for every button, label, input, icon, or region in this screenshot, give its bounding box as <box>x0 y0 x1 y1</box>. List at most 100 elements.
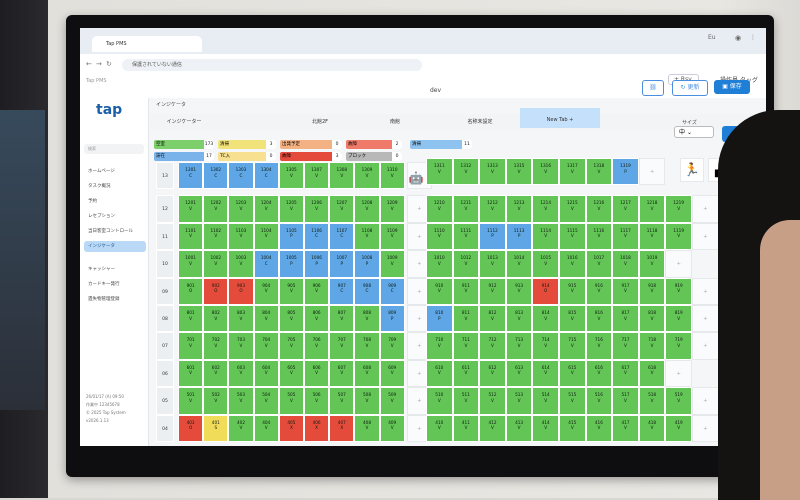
room-cell[interactable]: 410 V <box>426 414 453 442</box>
room-cell[interactable]: 1310 V <box>379 162 405 190</box>
room-cell[interactable]: 1215 V <box>559 195 586 223</box>
room-cell[interactable]: 1316 V <box>532 158 559 186</box>
room-cell[interactable]: 1217 V <box>612 195 639 223</box>
room-cell[interactable]: 807 V <box>329 305 355 333</box>
room-cell[interactable]: 812 V <box>479 305 506 333</box>
room-cell[interactable]: 615 V <box>559 359 586 388</box>
room-cell[interactable]: 718 V <box>638 332 666 360</box>
room-cell[interactable]: 1302 C <box>203 162 229 190</box>
room-cell[interactable]: 708 V <box>354 332 380 360</box>
room-cell[interactable]: 1010 V <box>426 250 453 278</box>
room-cell[interactable]: 506 V <box>304 387 330 415</box>
room-cell[interactable]: 505 V <box>278 387 304 415</box>
room-cell[interactable]: 902 O <box>203 277 229 305</box>
room-cell[interactable]: 502 V <box>203 387 229 415</box>
room-cell[interactable]: 1312 V <box>452 158 480 186</box>
room-cell[interactable]: 1002 V <box>203 250 229 278</box>
room-cell[interactable]: 701 V <box>178 332 204 360</box>
room-cell[interactable]: 805 V <box>278 305 304 333</box>
room-cell[interactable]: 1307 V <box>304 162 330 190</box>
room-cell[interactable]: 811 V <box>452 305 480 333</box>
room-cell[interactable]: 705 V <box>278 332 304 360</box>
room-cell[interactable]: 406 X <box>304 414 330 442</box>
room-cell[interactable]: 411 V <box>452 414 480 442</box>
sidebar-item-keycard[interactable]: カードキー発行 <box>88 282 120 287</box>
tab-indicator[interactable]: インジケーター <box>166 119 202 125</box>
legend-chip[interactable]: 出発予定 0 <box>280 140 342 149</box>
room-cell[interactable]: 1301 C <box>178 162 204 190</box>
sidebar-item-cashier[interactable]: キャッシャー <box>88 267 115 272</box>
sidebar-item-room-control[interactable]: 当日客室コントロール <box>88 229 133 234</box>
room-cell[interactable]: 1107 C <box>329 222 355 251</box>
room-cell[interactable]: 409 V <box>379 414 405 442</box>
sidebar-item-tasks[interactable]: タスク概況 <box>88 184 111 189</box>
room-cell[interactable]: 1209 V <box>379 195 405 223</box>
room-cell[interactable]: 1117 V <box>612 222 639 251</box>
room-cell[interactable]: 1103 V <box>228 222 254 251</box>
add-room-icon[interactable]: + <box>638 158 666 186</box>
room-cell[interactable]: 602 V <box>203 359 229 388</box>
room-cell[interactable]: 1206 V <box>304 195 330 223</box>
room-cell[interactable]: 1119 V <box>665 222 692 251</box>
room-cell[interactable]: 1109 V <box>379 222 405 251</box>
room-cell[interactable]: 509 V <box>379 387 405 415</box>
room-cell[interactable]: 1311 V <box>426 158 453 186</box>
room-cell[interactable]: 1303 C <box>228 162 254 190</box>
browser-tab[interactable]: Tap PMS <box>92 36 202 52</box>
add-room-icon[interactable]: + <box>665 250 692 278</box>
room-cell[interactable]: 919 V <box>665 277 692 305</box>
room-cell[interactable]: 1207 V <box>329 195 355 223</box>
room-cell[interactable]: 1104 V <box>253 222 279 251</box>
room-cell[interactable]: 416 V <box>585 414 613 442</box>
add-room-icon[interactable]: + <box>692 222 719 251</box>
room-cell[interactable]: 1105 P <box>278 222 304 251</box>
room-cell[interactable]: 1111 V <box>452 222 480 251</box>
room-cell[interactable]: 1017 V <box>585 250 613 278</box>
room-cell[interactable]: 1102 V <box>203 222 229 251</box>
legend-chip[interactable]: 清掃 3 <box>218 140 276 149</box>
room-cell[interactable]: 1112 P <box>479 222 506 251</box>
room-cell[interactable]: 906 V <box>304 277 330 305</box>
room-cell[interactable]: 1004 C <box>253 250 279 278</box>
room-cell[interactable]: 515 V <box>559 387 586 415</box>
room-cell[interactable]: 1315 V <box>505 158 533 186</box>
sidebar-item-home[interactable]: ホームページ <box>88 169 115 174</box>
room-cell[interactable]: 1116 V <box>585 222 613 251</box>
room-cell[interactable]: 703 V <box>228 332 254 360</box>
room-cell[interactable]: 611 V <box>452 359 480 388</box>
room-cell[interactable]: 412 V <box>479 414 506 442</box>
room-cell[interactable]: 714 V <box>532 332 559 360</box>
room-cell[interactable]: 604 V <box>253 359 279 388</box>
room-cell[interactable]: 413 V <box>505 414 533 442</box>
room-cell[interactable]: 612 V <box>479 359 506 388</box>
room-cell[interactable]: 1205 V <box>278 195 304 223</box>
room-cell[interactable]: 1203 V <box>228 195 254 223</box>
room-cell[interactable]: 1001 V <box>178 250 204 278</box>
room-cell[interactable]: 712 V <box>479 332 506 360</box>
room-cell[interactable]: 608 V <box>354 359 380 388</box>
room-cell[interactable]: 507 V <box>329 387 355 415</box>
add-room-icon[interactable]: + <box>665 359 692 388</box>
legend-chip[interactable]: 故障 2 <box>346 140 402 149</box>
room-cell[interactable]: 1016 V <box>559 250 586 278</box>
room-cell[interactable]: 1115 V <box>559 222 586 251</box>
room-cell[interactable]: 1114 V <box>532 222 559 251</box>
room-cell[interactable]: 1012 V <box>452 250 480 278</box>
room-cell[interactable]: 802 V <box>203 305 229 333</box>
room-cell[interactable]: 908 C <box>354 277 380 305</box>
room-cell[interactable]: 911 V <box>452 277 480 305</box>
room-cell[interactable]: 1208 V <box>354 195 380 223</box>
room-cell[interactable]: 1003 V <box>228 250 254 278</box>
room-cell[interactable]: 904 V <box>253 277 279 305</box>
room-cell[interactable]: 414 V <box>532 414 559 442</box>
room-cell[interactable]: 702 V <box>203 332 229 360</box>
room-cell[interactable]: 1319 P <box>612 158 639 186</box>
room-cell[interactable]: 814 V <box>532 305 559 333</box>
room-cell[interactable]: 715 V <box>559 332 586 360</box>
room-cell[interactable]: 607 V <box>329 359 355 388</box>
room-cell[interactable]: 710 V <box>426 332 453 360</box>
room-cell[interactable]: 717 V <box>612 332 639 360</box>
room-cell[interactable]: 713 V <box>505 332 533 360</box>
room-cell[interactable]: 417 V <box>612 414 639 442</box>
room-cell[interactable]: 709 V <box>379 332 405 360</box>
